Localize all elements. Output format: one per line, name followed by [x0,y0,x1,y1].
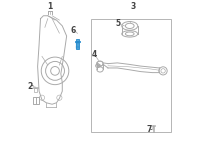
Bar [76,39,79,41]
Text: 4: 4 [91,50,97,59]
Text: 1: 1 [47,2,53,11]
Text: 7: 7 [147,125,152,134]
Bar [152,125,155,126]
Bar [33,87,38,88]
Bar [76,42,79,49]
Bar [34,88,37,92]
Bar [75,41,80,42]
Text: 5: 5 [116,19,121,28]
Text: 3: 3 [131,2,136,11]
Text: -: - [31,82,33,91]
Bar [91,19,171,132]
Bar [153,126,154,132]
Text: 6: 6 [71,26,76,35]
Text: -: - [150,125,153,134]
Text: 2: 2 [28,82,33,91]
